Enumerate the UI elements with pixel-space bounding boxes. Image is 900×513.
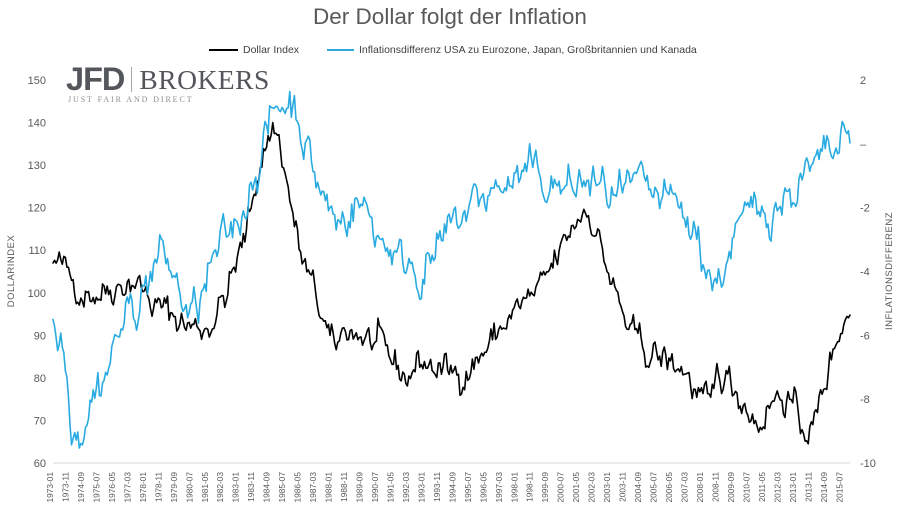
svg-text:80: 80 <box>34 373 46 385</box>
svg-text:1974-09: 1974-09 <box>76 472 86 503</box>
svg-text:2009-09: 2009-09 <box>726 472 736 503</box>
svg-text:2003-01: 2003-01 <box>602 472 612 503</box>
svg-text:1993-01: 1993-01 <box>416 472 426 503</box>
svg-text:2008-01: 2008-01 <box>695 472 705 503</box>
svg-text:1983-11: 1983-11 <box>246 472 256 502</box>
svg-text:1989-09: 1989-09 <box>355 472 365 503</box>
svg-text:2013-01: 2013-01 <box>788 472 798 503</box>
svg-text:2003-11: 2003-11 <box>618 472 628 502</box>
svg-text:2000-07: 2000-07 <box>556 472 566 503</box>
svg-text:1990-07: 1990-07 <box>370 472 380 503</box>
svg-text:2005-07: 2005-07 <box>649 472 659 503</box>
svg-text:INFLATIONSDIFFERENZ: INFLATIONSDIFFERENZ <box>884 212 895 330</box>
svg-text:2002-03: 2002-03 <box>587 472 597 503</box>
svg-text:1994-09: 1994-09 <box>447 472 457 503</box>
svg-text:1984-09: 1984-09 <box>262 472 272 503</box>
svg-text:1978-11: 1978-11 <box>153 472 163 502</box>
svg-text:1977-03: 1977-03 <box>122 472 132 503</box>
svg-text:1998-11: 1998-11 <box>525 472 535 502</box>
svg-text:1991-05: 1991-05 <box>385 472 395 503</box>
svg-text:2014-09: 2014-09 <box>819 472 829 503</box>
svg-text:1976-05: 1976-05 <box>107 472 117 503</box>
svg-text:1973-11: 1973-11 <box>60 472 70 502</box>
svg-text:2: 2 <box>860 75 866 87</box>
svg-text:1980-07: 1980-07 <box>184 472 194 503</box>
svg-text:2013-11: 2013-11 <box>803 472 813 502</box>
svg-text:1985-07: 1985-07 <box>277 472 287 503</box>
svg-text:1982-03: 1982-03 <box>215 472 225 503</box>
svg-text:-6: -6 <box>860 330 870 342</box>
svg-text:150: 150 <box>28 75 46 87</box>
svg-text:1987-03: 1987-03 <box>308 472 318 503</box>
svg-text:2008-11: 2008-11 <box>710 472 720 502</box>
svg-text:60: 60 <box>34 458 46 470</box>
svg-text:1979-09: 1979-09 <box>169 472 179 503</box>
svg-text:70: 70 <box>34 415 46 427</box>
svg-text:1992-03: 1992-03 <box>401 472 411 503</box>
svg-text:1999-09: 1999-09 <box>540 472 550 503</box>
svg-text:1975-07: 1975-07 <box>91 472 101 503</box>
svg-text:-2: -2 <box>860 203 870 215</box>
svg-text:1993-11: 1993-11 <box>432 472 442 502</box>
svg-text:1983-01: 1983-01 <box>231 472 241 503</box>
svg-text:120: 120 <box>28 203 46 215</box>
svg-text:1986-05: 1986-05 <box>293 472 303 503</box>
svg-text:1973-01: 1973-01 <box>45 472 55 503</box>
svg-text:110: 110 <box>28 245 46 257</box>
svg-text:130: 130 <box>28 160 46 172</box>
svg-text:2010-07: 2010-07 <box>741 472 751 503</box>
svg-text:DOLLARINDEX: DOLLARINDEX <box>6 235 17 308</box>
svg-text:-10: -10 <box>860 458 876 470</box>
svg-text:140: 140 <box>28 118 46 130</box>
svg-text:2015-07: 2015-07 <box>834 472 844 503</box>
svg-text:1981-05: 1981-05 <box>200 472 210 503</box>
svg-text:2006-05: 2006-05 <box>664 472 674 503</box>
svg-text:1996-05: 1996-05 <box>478 472 488 503</box>
svg-text:1998-01: 1998-01 <box>509 472 519 503</box>
svg-text:1997-03: 1997-03 <box>494 472 504 503</box>
svg-text:90: 90 <box>34 330 46 342</box>
svg-text:2011-05: 2011-05 <box>757 472 767 502</box>
svg-text:100: 100 <box>28 288 46 300</box>
svg-text:1988-01: 1988-01 <box>324 472 334 503</box>
svg-text:2012-03: 2012-03 <box>772 472 782 503</box>
svg-text:2001-05: 2001-05 <box>571 472 581 503</box>
svg-text:-4: -4 <box>860 267 870 279</box>
svg-text:2007-03: 2007-03 <box>680 472 690 503</box>
svg-text:2004-09: 2004-09 <box>633 472 643 503</box>
svg-text:1988-11: 1988-11 <box>339 472 349 502</box>
svg-text:1978-01: 1978-01 <box>138 472 148 503</box>
svg-text:–: – <box>860 139 867 151</box>
svg-text:-8: -8 <box>860 394 870 406</box>
svg-text:1995-07: 1995-07 <box>463 472 473 503</box>
